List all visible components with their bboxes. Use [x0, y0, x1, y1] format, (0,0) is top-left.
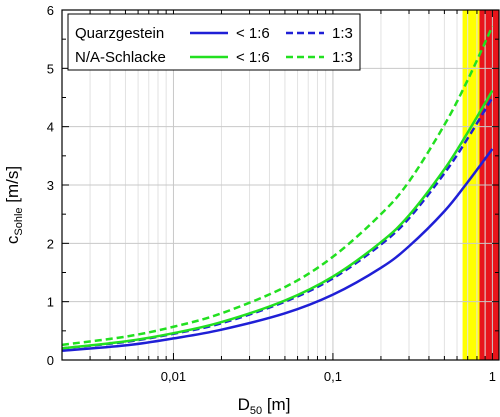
legend-entry-quarz-solid: < 1:6 — [236, 25, 270, 42]
series-line-3 — [61, 25, 494, 347]
series-line-2 — [61, 89, 494, 350]
y-axis-title-sub: Sohle — [13, 207, 25, 235]
x-axis-title-sub: 50 — [250, 405, 262, 417]
series-line-1 — [61, 96, 494, 350]
y-tick-label: 1 — [47, 295, 54, 310]
y-tick-label: 6 — [47, 3, 54, 18]
axis-ticks — [61, 9, 499, 361]
legend-entry-quarz-dashed: 1:3 — [332, 25, 353, 42]
legend-row-label-quarzgestein: Quarzgestein — [75, 25, 164, 42]
legend-entry-schlacke-solid: < 1:6 — [236, 49, 270, 66]
x-tick-label: 0,01 — [161, 369, 186, 384]
legend-entry-schlacke-dashed: 1:3 — [332, 49, 353, 66]
legend-box — [67, 13, 361, 71]
x-tick-label: 1 — [489, 369, 496, 384]
x-tick-label: 0,1 — [324, 369, 342, 384]
x-axis-title-main: D — [238, 395, 250, 414]
y-tick-label: 5 — [47, 61, 54, 76]
y-tick-label: 4 — [47, 120, 54, 135]
tick-labels: 0,01 0,1 1 0 1 2 3 4 5 6 — [47, 3, 496, 384]
x-axis-title-unit: [m] — [262, 395, 290, 414]
series-line-0 — [61, 148, 494, 352]
y-tick-label: 0 — [47, 353, 54, 368]
y-tick-label: 2 — [47, 236, 54, 251]
y-axis-title: cSohle [m/s] — [3, 166, 25, 244]
legend-row-label-schlacke: N/A-Schlacke — [75, 49, 166, 66]
series-lines — [61, 25, 494, 352]
y-axis-title-unit: [m/s] — [3, 166, 22, 208]
y-axis-title-main: c — [3, 235, 22, 244]
legend: Quarzgestein < 1:6 1:3 N/A-Schlacke < 1:… — [67, 13, 361, 71]
y-tick-label: 3 — [47, 178, 54, 193]
x-axis-title: D50 [m] — [238, 395, 291, 417]
